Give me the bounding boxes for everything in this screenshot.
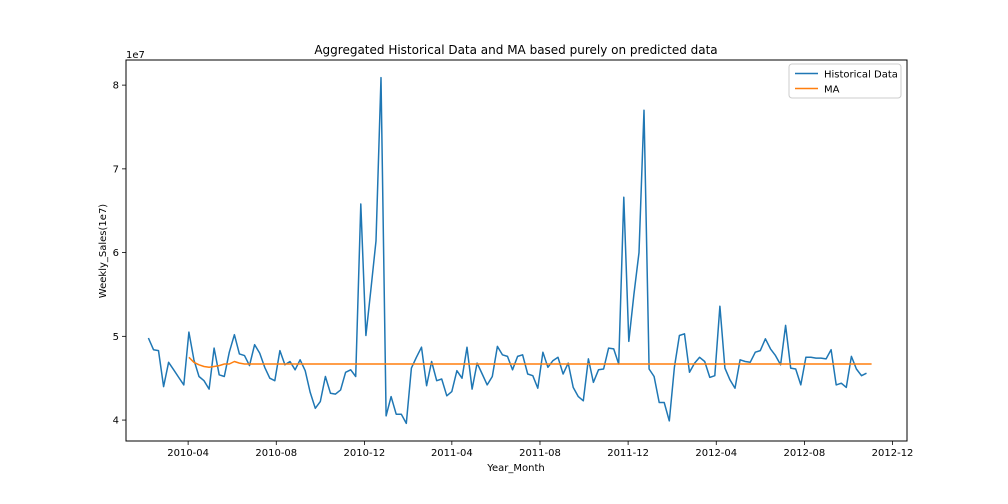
x-tick-label: 2012-04 bbox=[695, 448, 737, 459]
plot-area: 2010-04 2010-08 2010-12 2011-04 2011-08 2011-… bbox=[113, 59, 913, 459]
x-tick-label: 2010-04 bbox=[167, 448, 209, 459]
legend-label-historical: Historical Data bbox=[824, 70, 898, 81]
x-tick-label: 2010-12 bbox=[344, 448, 386, 459]
legend-box bbox=[788, 63, 902, 99]
chart-title: Aggregated Historical Data and MA based … bbox=[314, 43, 717, 57]
y-offset-label: 1e7 bbox=[126, 50, 145, 61]
series-layer bbox=[147, 76, 872, 425]
x-axis-ticks: 2010-04 2010-08 2010-12 2011-04 2011-08 2011-… bbox=[167, 441, 913, 459]
y-tick-label: 4 bbox=[113, 416, 119, 427]
y-tick-label: 5 bbox=[113, 332, 119, 343]
y-axis-label: Weekly_Sales(1e7) bbox=[98, 204, 109, 298]
series-line-historical-data bbox=[147, 76, 867, 425]
x-tick-label: 2011-08 bbox=[519, 448, 561, 459]
y-axis-ticks: 4 5 6 7 8 bbox=[113, 81, 126, 427]
series-line-ma bbox=[188, 356, 872, 369]
legend: Historical Data MA bbox=[788, 63, 902, 99]
x-tick-label: 2011-12 bbox=[607, 448, 649, 459]
x-tick-label: 2010-08 bbox=[255, 448, 297, 459]
y-tick-label: 6 bbox=[113, 248, 119, 259]
y-tick-label: 8 bbox=[113, 81, 119, 92]
x-tick-label: 2012-08 bbox=[784, 448, 826, 459]
legend-label-ma: MA bbox=[824, 85, 840, 96]
x-tick-label: 2012-12 bbox=[872, 448, 914, 459]
x-axis-label: Year_Month bbox=[486, 463, 545, 474]
y-tick-label: 7 bbox=[113, 164, 119, 175]
x-tick-label: 2011-04 bbox=[431, 448, 473, 459]
plot-frame bbox=[125, 59, 908, 442]
